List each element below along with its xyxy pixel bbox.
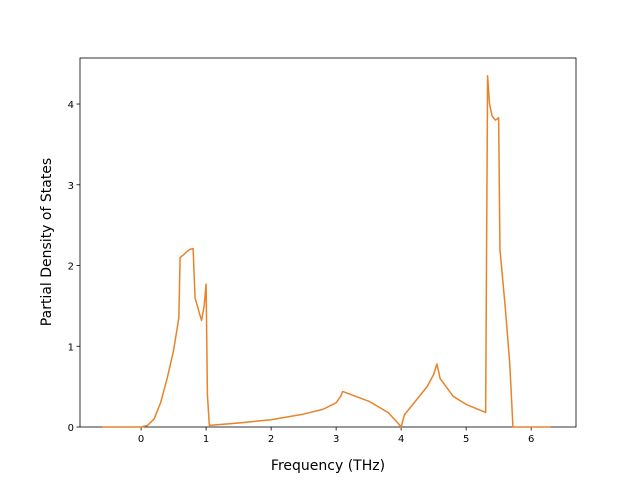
x-tick-label: 0 bbox=[138, 434, 144, 445]
y-tick-label: 0 bbox=[68, 423, 74, 434]
x-axis-label: Frequency (THz) bbox=[271, 458, 385, 474]
y-axis-label: Partial Density of States bbox=[39, 158, 55, 326]
x-tick-label: 6 bbox=[528, 434, 534, 445]
plot-frame bbox=[79, 57, 577, 428]
x-tick-label: 3 bbox=[333, 434, 339, 445]
y-tick-label: 2 bbox=[68, 262, 74, 273]
y-tick-label: 4 bbox=[68, 100, 74, 111]
y-tick-label: 3 bbox=[68, 181, 74, 192]
data-line bbox=[102, 75, 551, 428]
x-tick-label: 4 bbox=[398, 434, 404, 445]
y-tick-label: 1 bbox=[68, 342, 74, 353]
x-tick-label: 5 bbox=[463, 434, 469, 445]
x-tick-label: 2 bbox=[268, 434, 274, 445]
x-tick-label: 1 bbox=[203, 434, 209, 445]
